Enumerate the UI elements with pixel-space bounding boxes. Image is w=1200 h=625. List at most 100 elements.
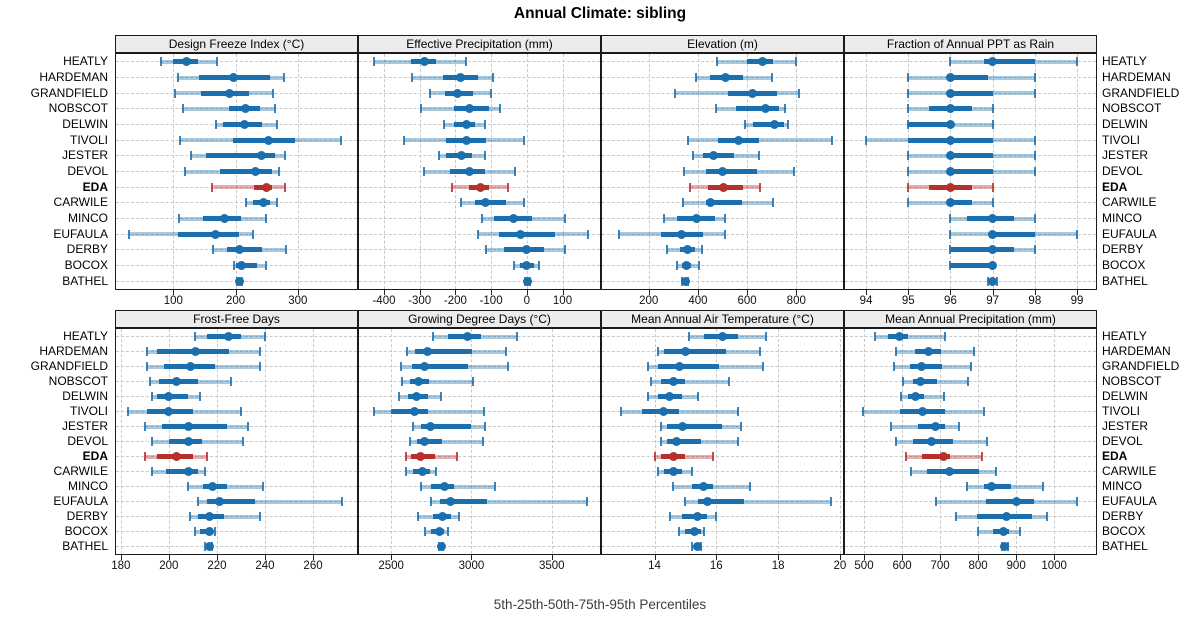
median-dot: [207, 482, 217, 491]
grid-hline: [359, 265, 600, 266]
whisker-cap: [899, 392, 902, 401]
whisker-cap: [148, 377, 151, 386]
whisker-cap: [1076, 229, 1079, 239]
whisker-cap: [277, 167, 280, 176]
median-dot: [183, 467, 193, 476]
tick-label: 99: [1070, 295, 1084, 307]
tick-label: -400: [372, 295, 396, 307]
median-dot: [682, 245, 692, 255]
median-dot: [699, 482, 709, 491]
median-dot: [668, 467, 678, 476]
median-dot: [734, 135, 744, 145]
iqr-box: [950, 169, 993, 174]
iqr-box: [666, 439, 701, 444]
whisker-cap: [187, 482, 190, 491]
whisker-cap: [434, 467, 437, 476]
tick-mark: [419, 290, 421, 295]
whisker-cap: [1075, 497, 1078, 506]
median-dot: [680, 347, 690, 356]
whisker-line: [431, 499, 588, 504]
station-label-left: CARWILE: [53, 195, 108, 210]
whisker-cap: [715, 512, 718, 521]
whisker-cap: [282, 73, 285, 82]
grid-hline: [116, 351, 357, 352]
tick-mark: [978, 555, 980, 560]
whisker-cap: [183, 167, 186, 176]
tick-mark: [526, 290, 528, 295]
tick-label: 14: [648, 560, 661, 572]
median-dot: [456, 73, 466, 82]
whisker-cap: [259, 347, 262, 356]
whisker-cap: [397, 392, 400, 401]
tick-label: 300: [288, 295, 308, 307]
grid-hline: [359, 249, 600, 251]
grid-hline: [359, 233, 600, 235]
tick-mark: [648, 290, 650, 295]
whisker-cap: [485, 245, 488, 255]
whisker-cap: [189, 512, 192, 521]
station-label-right: HARDEMAN: [1102, 70, 1171, 84]
iqr-box: [657, 364, 720, 369]
station-label-left: EDA: [82, 179, 108, 194]
whisker-cap: [411, 73, 414, 82]
whisker-cap: [537, 261, 540, 270]
iqr-box: [207, 334, 241, 339]
panel-header: Mean Annual Precipitation (mm): [844, 310, 1097, 328]
median-dot: [436, 542, 446, 551]
whisker-cap: [712, 452, 715, 461]
tick-mark: [491, 290, 493, 295]
whisker-cap: [619, 407, 622, 416]
median-dot: [693, 542, 703, 551]
grid-hline: [116, 186, 357, 188]
grid-hline: [359, 456, 600, 457]
tick-mark: [796, 290, 798, 295]
whisker-cap: [991, 120, 994, 129]
whisker-cap: [674, 88, 677, 98]
median-dot: [708, 151, 718, 161]
station-label-right: GRANDFIELD: [1102, 85, 1180, 100]
whisker-cap: [177, 73, 180, 82]
whisker-cap: [772, 198, 775, 208]
whisker-cap: [283, 182, 286, 192]
median-dot: [410, 407, 420, 416]
whisker-cap: [656, 467, 659, 476]
median-dot: [758, 57, 768, 67]
tick-mark: [383, 290, 385, 295]
median-dot: [760, 104, 770, 114]
median-dot: [668, 452, 678, 461]
tick-mark: [235, 290, 237, 295]
whisker-cap: [687, 135, 690, 145]
tick-mark: [1054, 555, 1056, 560]
station-label-right: BOCOX: [1102, 258, 1146, 272]
whisker-cap: [261, 482, 264, 491]
whisker-cap: [980, 452, 983, 461]
median-dot: [425, 422, 435, 431]
whisker-cap: [401, 377, 404, 386]
station-label-right: MINCO: [1102, 211, 1142, 225]
tick-mark: [216, 555, 218, 560]
tick-label: 100: [163, 295, 183, 307]
whisker-cap: [400, 362, 403, 371]
grid-hline: [359, 396, 600, 397]
grid-hline: [845, 280, 1096, 282]
whisker-cap: [212, 245, 215, 255]
grid-hline: [359, 366, 600, 367]
whisker-cap: [177, 214, 180, 223]
tick-label: 800: [968, 560, 988, 572]
median-dot: [190, 347, 200, 356]
whisker-cap: [665, 245, 668, 255]
median-dot: [185, 362, 195, 371]
median-dot: [412, 392, 422, 401]
whisker-cap: [716, 57, 719, 67]
whisker-cap: [516, 332, 519, 341]
median-dot: [224, 332, 234, 341]
median-dot: [693, 512, 703, 521]
panel-plot: [358, 53, 601, 290]
whisker-line: [620, 409, 738, 414]
iqr-box: [992, 231, 1035, 237]
tick-label: 100: [552, 295, 573, 307]
station-label-left: NOBSCOT: [48, 101, 108, 116]
grid-hline: [116, 531, 357, 532]
whisker-cap: [507, 362, 510, 371]
